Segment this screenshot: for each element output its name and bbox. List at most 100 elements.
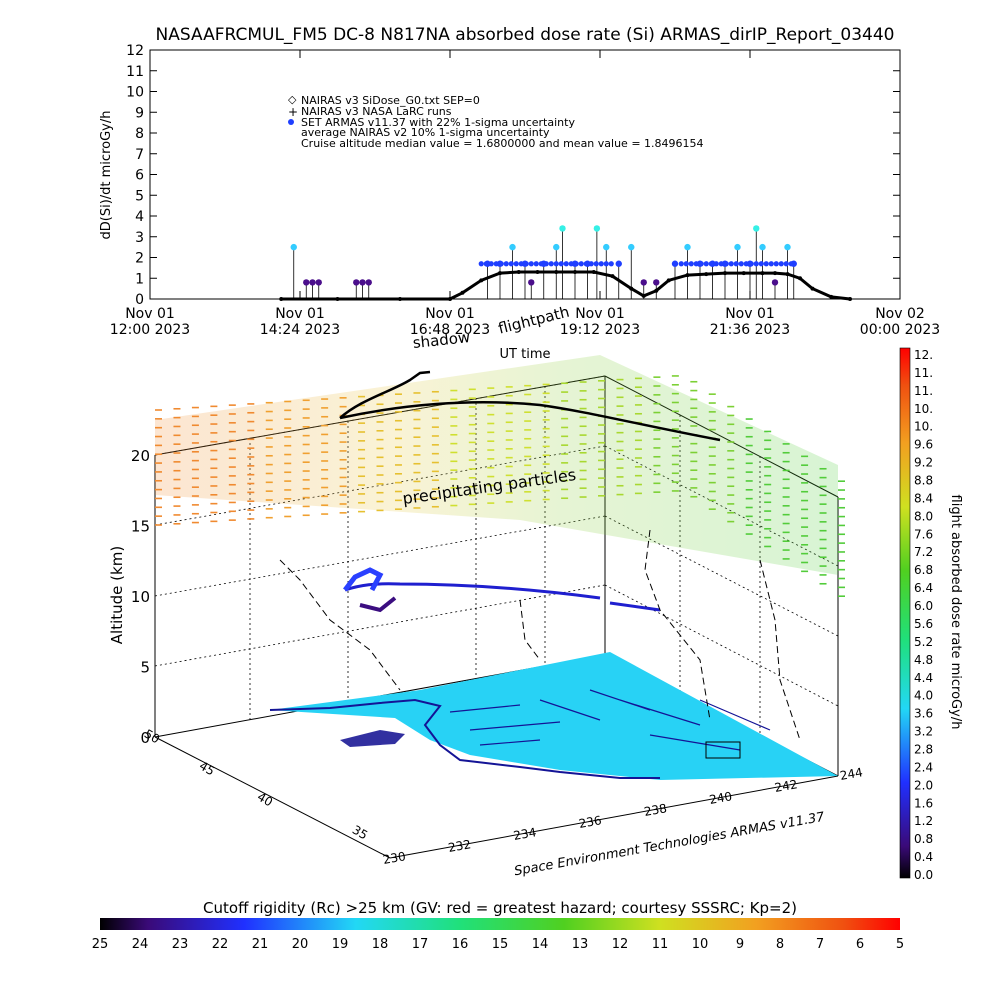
armas-point [509, 243, 516, 251]
armas-cruise-point [738, 261, 744, 267]
grid-line [154, 584, 606, 667]
armas-cruise-point [488, 261, 494, 267]
armas-cruise-point [508, 261, 514, 267]
precipitating-particles-dashes [155, 375, 845, 598]
armas-point [359, 279, 366, 286]
cutoff-tick-label: 21 [252, 937, 269, 952]
armas-cruise-point [763, 261, 769, 267]
cutoff-tick-label: 25 [92, 937, 109, 952]
dose-tick-label: 10. [914, 420, 933, 434]
cutoff-tick-label: 14 [532, 937, 549, 952]
armas-cruise-point [728, 261, 734, 267]
legend: ◇ NAIRAS v3 SiDose_G0.txt SEP=0 + NAIRAS… [288, 93, 704, 150]
dose-tick-label: 6.4 [914, 581, 933, 595]
precipitating-particles-band [155, 355, 838, 575]
x-tick-label-date: Nov 01 [275, 306, 325, 322]
armas-point [593, 225, 601, 232]
y-tick-label: 7 [135, 147, 144, 163]
armas-cruise-point [578, 261, 584, 267]
flightpath-east-segment [609, 601, 661, 612]
x-tick-label-time: 16:48 2023 [410, 322, 490, 338]
dose-colorbar: 12. 11. 11. 10. 10. 9.6 9.2 8.8 8.4 8.0 7.6 7.2 6.8 6… [899, 347, 963, 882]
legend-entry-sidose: NAIRAS v3 SiDose_G0.txt SEP=0 [301, 94, 480, 107]
cutoff-tick-label: 22 [212, 937, 229, 952]
legend-marker-armas [288, 119, 294, 125]
x-tick-label-time: 00:00 2023 [860, 322, 940, 338]
cutoff-bar-title: Cutoff rigidity (Rc) >25 km (GV: red = g… [203, 899, 797, 917]
armas-cruise-point [703, 261, 709, 267]
longitude-tick-label: 236 [578, 813, 603, 831]
dose-colorbar-gradient [899, 347, 911, 879]
armas-point [290, 243, 297, 251]
armas-cruise-point [683, 261, 689, 267]
cutoff-tick-label: 7 [816, 937, 824, 952]
longitude-tick-label: 240 [708, 789, 733, 807]
armas-point [753, 225, 760, 232]
armas-cruise-point [758, 261, 764, 267]
armas-cruise-point [598, 261, 604, 267]
cutoff-tick-label: 20 [292, 937, 309, 952]
armas-cruise-point [593, 261, 599, 267]
armas-cruise-point [558, 261, 564, 267]
cutoff-bar-gradient [100, 918, 900, 930]
armas-cruise-point [603, 261, 609, 267]
y-tick-label: 12 [126, 43, 144, 59]
cutoff-rigidity-bar: Cutoff rigidity (Rc) >25 km (GV: red = g… [92, 899, 904, 952]
dose-tick-label: 5.2 [914, 635, 933, 649]
armas-cruise-point [503, 261, 509, 267]
armas-point [365, 279, 372, 286]
armas-cruise-point [608, 261, 614, 267]
armas-cruise-point [568, 261, 574, 267]
latitude-axis-ticks: 35 40 45 50 [142, 727, 370, 843]
y-tick-label: 11 [126, 64, 144, 80]
dose-tick-label: 8.8 [914, 474, 933, 488]
x-tick-label-date: Nov 01 [725, 306, 775, 322]
dose-colorbar-label: flight absorbed dose rate microGy/h [948, 495, 963, 730]
dose-tick-label: 9.2 [914, 456, 933, 470]
armas-cruise-point [518, 261, 524, 267]
coastline [269, 698, 660, 779]
flightpath-cluster [343, 567, 384, 592]
armas-cruise-point [573, 261, 579, 267]
sidose-point [516, 270, 521, 275]
armas-point [309, 279, 316, 286]
x-tick-label-date: Nov 01 [575, 306, 625, 322]
series-nairas-sidose [279, 270, 852, 301]
altitude-tick-label: 0 [140, 729, 150, 747]
sidose-point [810, 286, 815, 291]
dose-tick-label: 3.2 [914, 725, 933, 739]
x-tick-label-time: 19:12 2023 [560, 322, 640, 338]
armas-cruise-point [693, 261, 699, 267]
armas-cruise-point [678, 261, 684, 267]
armas-cruise-point [788, 261, 794, 267]
sidose-point [398, 297, 402, 301]
dose-tick-label: 11. [914, 384, 933, 398]
dose-tick-label: 1.6 [914, 796, 933, 810]
armas-cruise-point [563, 261, 569, 267]
sidose-point [610, 274, 615, 279]
map-box-marker [705, 741, 741, 759]
longitude-tick-label: 234 [512, 825, 537, 843]
cutoff-tick-label: 12 [612, 937, 629, 952]
cutoff-bar-ticks: 25 24 23 22 21 20 19 18 17 16 15 14 13 12 11 10 9 8 7 6 5 [92, 937, 904, 952]
armas-point [784, 243, 791, 251]
sidose-point [798, 276, 802, 281]
armas-cruise-point [523, 261, 529, 267]
x-tick-label-time: 14:24 2023 [260, 322, 340, 338]
dose-tick-label: 4.0 [914, 689, 933, 703]
sidose-line [281, 270, 851, 301]
globe-3d-view: shadow flightpath precipitating particle… [108, 303, 864, 880]
cutoff-tick-label: 6 [856, 937, 864, 952]
dose-tick-label: 6.0 [914, 599, 933, 613]
cutoff-tick-label: 24 [132, 937, 149, 952]
cutoff-tick-label: 9 [736, 937, 744, 952]
armas-cruise-point [773, 261, 779, 267]
flight-shadow-path [339, 370, 721, 442]
dose-tick-label: 9.6 [914, 438, 933, 452]
armas-cruise-point [493, 261, 499, 267]
y-tick-label: 5 [135, 188, 144, 204]
sidose-point [479, 278, 484, 283]
altitude-tick-label: 15 [131, 518, 150, 536]
dose-tick-label: 7.6 [914, 527, 933, 541]
